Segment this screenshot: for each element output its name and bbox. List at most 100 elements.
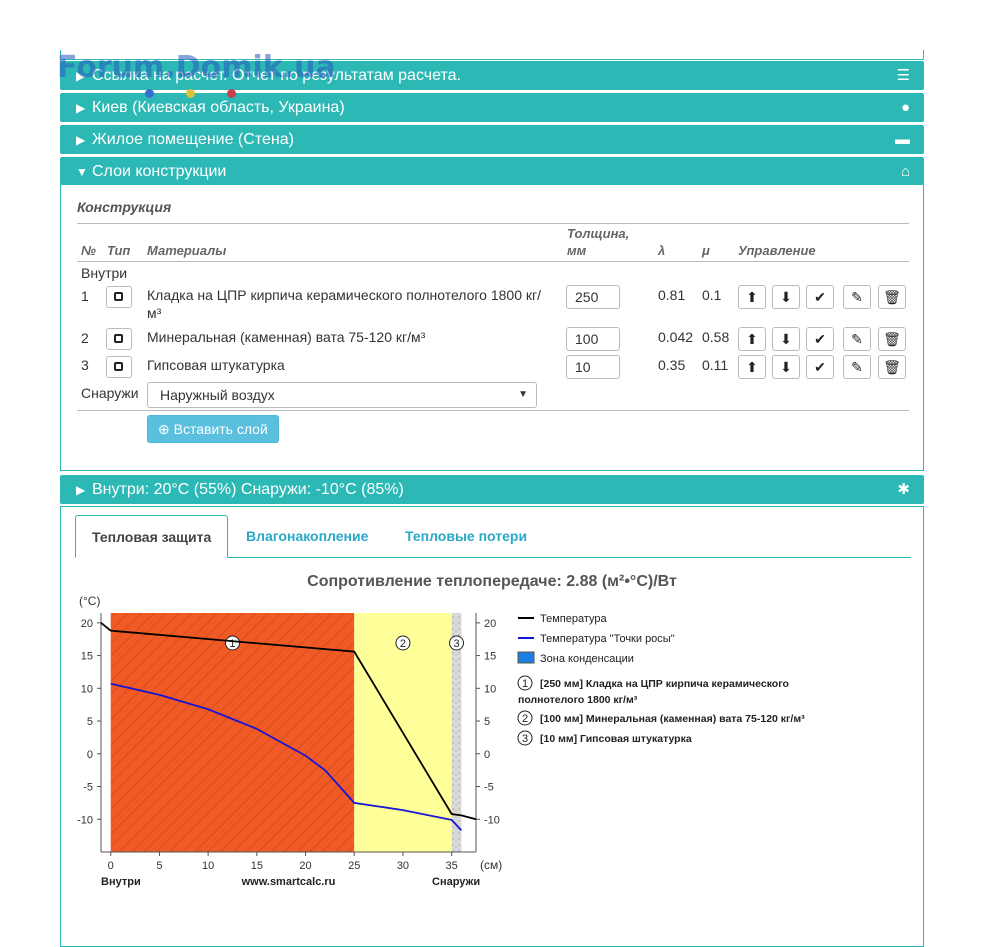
section-report-label: Ссылка на расчет. Отчет по результатам р… (92, 67, 461, 84)
tab-heat-protection[interactable]: Тепловая защита (75, 515, 229, 558)
layer-marker-label: 1 (229, 638, 235, 650)
col-lambda: λ (658, 243, 666, 258)
section-location-bar[interactable]: ▶ Киев (Киевская область, Украина) ● (60, 93, 924, 122)
move-up-button[interactable]: ⬆ (738, 327, 766, 351)
legend-temperature: Температура (540, 613, 608, 625)
col-control: Управление (738, 243, 816, 258)
delete-button[interactable]: 🗑 (878, 285, 906, 309)
x-tick-label: 0 (108, 860, 114, 872)
section-report-bar[interactable]: ▶ Ссылка на расчет. Отчет по результатам … (60, 61, 924, 90)
bottom-right-label: Снаружи (432, 876, 480, 888)
tab-moisture[interactable]: Влагонакопление (246, 528, 369, 544)
edit-button[interactable]: ✎ (843, 355, 871, 379)
section-room-label: Жилое помещение (Стена) (92, 131, 294, 148)
list-icon: ☰ (896, 67, 910, 84)
row-num: 1 (81, 288, 89, 304)
bottom-center-label: www.smartcalc.ru (241, 876, 336, 888)
home-icon: ⌂ (900, 163, 910, 180)
section-room-bar[interactable]: ▶ Жилое помещение (Стена) ▬ (60, 125, 924, 154)
y-tick-label-right: 20 (484, 618, 496, 630)
section-climate-bar[interactable]: ▶ Внутри: 20°C (55%) Снаружи: -10°C (85%)… (60, 475, 924, 504)
delete-button[interactable]: 🗑 (878, 327, 906, 351)
layer-texture (451, 613, 462, 852)
globe-icon: ● (900, 99, 910, 116)
row-material: Гипсовая штукатурка (147, 357, 285, 373)
layer-marker-label: 3 (453, 638, 459, 650)
move-up-button[interactable]: ⬆ (738, 285, 766, 309)
x-tick-label: 30 (397, 860, 409, 872)
thickness-input[interactable]: 250 (566, 285, 620, 309)
legend-dew-point: Температура "Точки росы" (540, 633, 675, 645)
x-tick-label: 10 (202, 860, 214, 872)
insert-layer-label: Вставить слой (173, 421, 268, 437)
select-button[interactable]: ✔ (806, 285, 834, 309)
divider (77, 261, 909, 262)
select-button[interactable]: ✔ (806, 327, 834, 351)
layer-hatch (110, 613, 355, 852)
caret-down-icon: ▼ (76, 165, 88, 179)
y-tick-label: 5 (87, 716, 93, 728)
col-thickness: Толщина, (567, 226, 630, 241)
col-materials: Материалы (147, 243, 227, 258)
bus-icon: ▬ (895, 131, 910, 148)
legend-layer-marker-label: 1 (522, 678, 528, 690)
temperature-chart: 1 2 3 0 5 10 15 20 25 30 35 20 20 15 15 10 10 5 5 0 0 -5 -5 -1… (77, 594, 805, 888)
section-layers-bar[interactable]: ▼ Слои конструкции ⌂ (60, 157, 924, 186)
legend-layer-3: [10 мм] Гипсовая штукатурка (540, 733, 692, 745)
move-up-button[interactable]: ⬆ (738, 355, 766, 379)
edit-button[interactable]: ✎ (843, 285, 871, 309)
move-down-button[interactable]: ⬇ (772, 327, 800, 351)
top-panel-edge (60, 50, 924, 60)
legend-layer-2: [100 мм] Минеральная (каменная) вата 75-… (540, 713, 805, 725)
y-tick-label: -5 (83, 782, 93, 794)
legend-layer-1-cont: полнотелого 1800 кг/м³ (518, 694, 638, 706)
chevron-down-icon: ▼ (518, 389, 528, 400)
thickness-input[interactable]: 10 (566, 355, 620, 379)
watermark-dot (186, 89, 195, 98)
x-tick-label: 35 (446, 860, 458, 872)
results-tabs: Тепловая защита Влагонакопление Тепловые… (75, 515, 911, 558)
delete-button[interactable]: 🗑 (878, 355, 906, 379)
layer-type-checkbox[interactable] (106, 286, 132, 308)
row-num: 2 (81, 330, 89, 346)
outside-environment-select[interactable]: Наружный воздух ▼ (147, 382, 537, 408)
legend-layer-marker (517, 730, 533, 746)
select-button[interactable]: ✔ (806, 355, 834, 379)
divider (77, 223, 909, 224)
edit-button[interactable]: ✎ (843, 327, 871, 351)
caret-right-icon: ▶ (76, 133, 86, 147)
col-thickness-unit: мм (567, 243, 587, 258)
insert-layer-button[interactable]: ⊕ Вставить слой (147, 415, 279, 443)
caret-right-icon: ▶ (76, 69, 86, 83)
y-tick-label: 0 (87, 749, 93, 761)
outside-label: Снаружи (81, 385, 139, 401)
y-tick-label-right: 5 (484, 716, 490, 728)
y-tick-label-right: 0 (484, 749, 490, 761)
x-tick-label: 25 (348, 860, 360, 872)
x-tick-label: 15 (251, 860, 263, 872)
divider (77, 410, 909, 411)
row-mu: 0.11 (702, 357, 729, 373)
thickness-input[interactable]: 100 (566, 327, 620, 351)
section-climate-label: Внутри: 20°C (55%) Снаружи: -10°C (85%) (92, 481, 404, 498)
row-lambda: 0.042 (658, 329, 694, 345)
tab-heat-loss[interactable]: Тепловые потери (405, 528, 528, 544)
plus-circle-icon: ⊕ (158, 421, 170, 437)
y-tick-label-right: 15 (484, 651, 496, 663)
x-tick-label: 20 (299, 860, 311, 872)
watermark-dot (227, 89, 236, 98)
results-panel: Тепловая защита Влагонакопление Тепловые… (60, 506, 924, 947)
row-lambda: 0.81 (658, 287, 686, 303)
legend-condensation: Зона конденсации (540, 653, 634, 665)
row-lambda: 0.35 (658, 357, 686, 373)
move-down-button[interactable]: ⬇ (772, 355, 800, 379)
col-type: Тип (107, 243, 131, 258)
watermark-text: Forum.Domik.ua (57, 50, 336, 85)
layer-type-checkbox[interactable] (106, 328, 132, 350)
construction-heading: Конструкция (77, 199, 172, 215)
move-down-button[interactable]: ⬇ (772, 285, 800, 309)
layer-type-checkbox[interactable] (106, 356, 132, 378)
legend-layer-1: [250 мм] Кладка на ЦПР кирпича керамичес… (540, 678, 789, 690)
caret-right-icon: ▶ (76, 483, 86, 497)
y-tick-label: -10 (77, 814, 93, 826)
